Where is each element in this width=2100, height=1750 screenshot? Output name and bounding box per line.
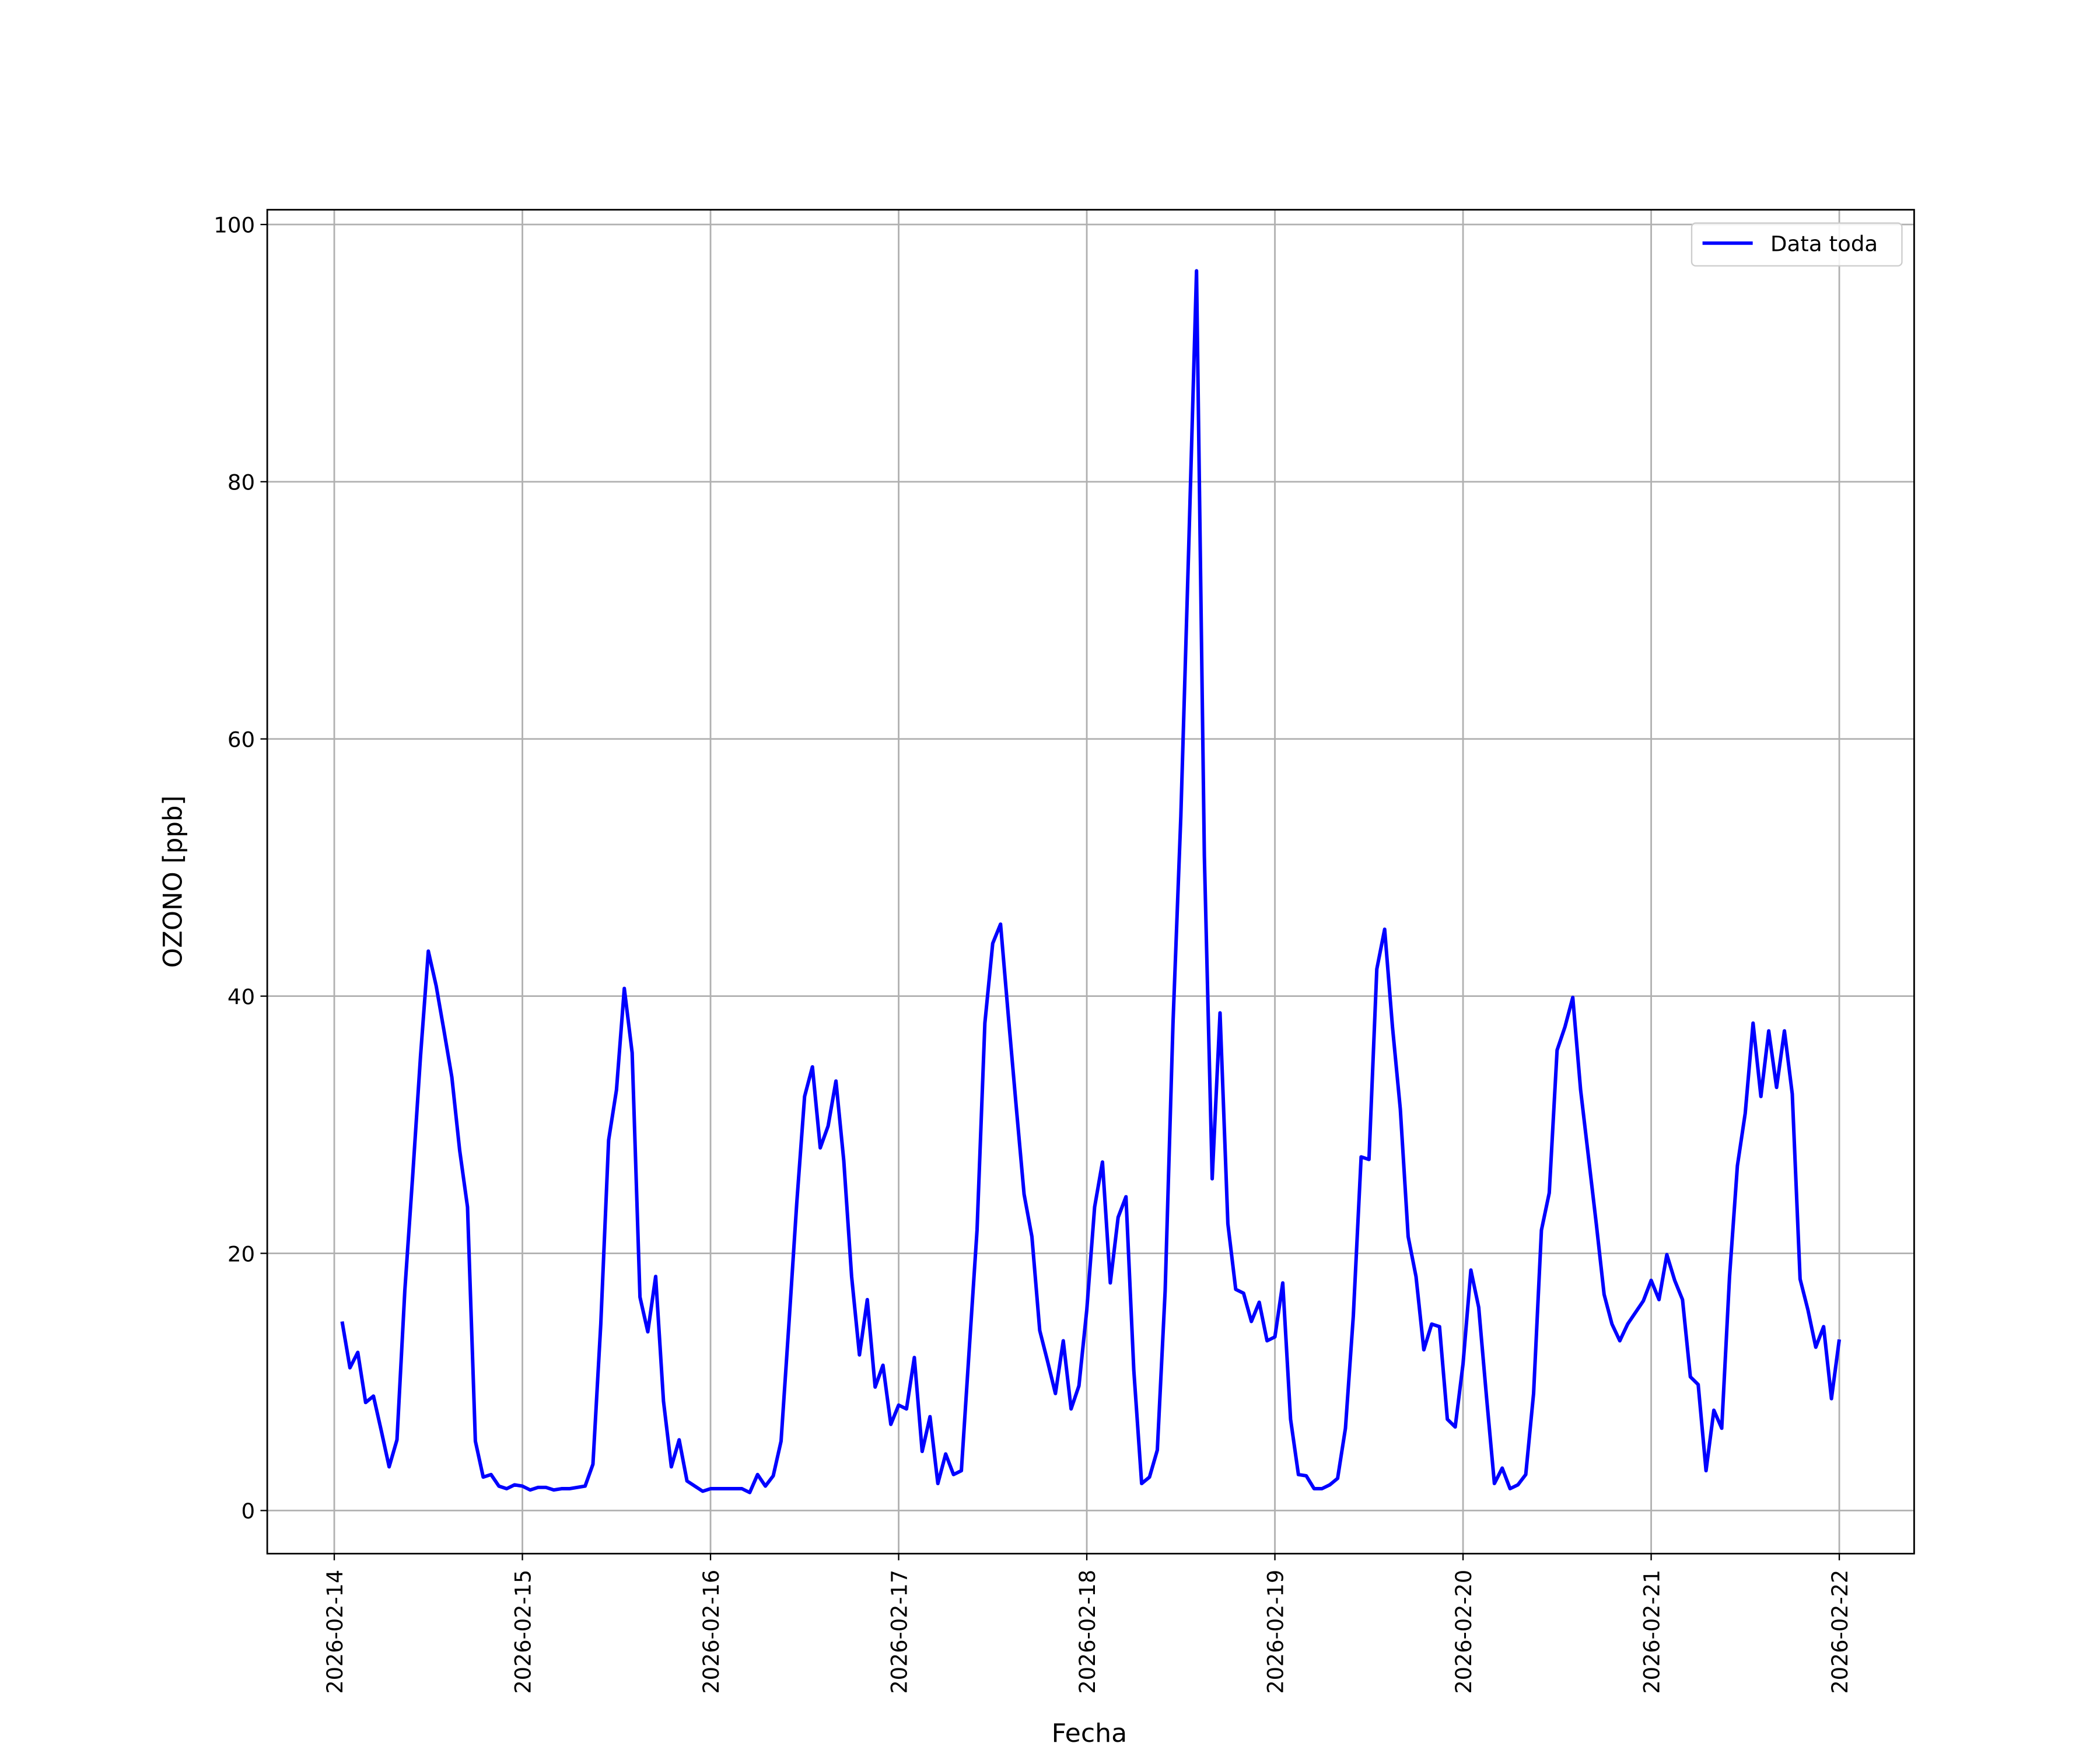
y-tick-label: 40 (228, 985, 255, 1010)
plot-frame (266, 209, 1915, 1555)
x-tick-label: 2026-02-14 (323, 1570, 348, 1694)
x-axis-label: Fecha (1052, 1719, 1128, 1749)
x-tick-label: 2026-02-16 (699, 1570, 724, 1694)
y-tick-label: 60 (228, 727, 255, 752)
y-axis-label: OZONO [ppb] (158, 796, 188, 968)
x-tick-label: 2026-02-22 (1828, 1570, 1853, 1694)
x-tick-label: 2026-02-18 (1075, 1570, 1100, 1694)
legend-box (1690, 222, 1903, 267)
y-tick-label: 20 (228, 1242, 255, 1267)
y-tick-label: 100 (214, 213, 255, 238)
data-line (340, 269, 1842, 1494)
x-tick-label: 2026-02-17 (887, 1570, 912, 1694)
x-tick-label: 2026-02-20 (1451, 1570, 1476, 1694)
x-tick-label: 2026-02-21 (1639, 1570, 1664, 1694)
y-tick-label: 0 (242, 1499, 256, 1524)
y-tick-label: 80 (228, 470, 255, 495)
x-tick-label: 2026-02-15 (510, 1570, 536, 1694)
x-tick-label: 2026-02-19 (1263, 1570, 1288, 1694)
legend-label: Data toda (1770, 232, 1878, 257)
